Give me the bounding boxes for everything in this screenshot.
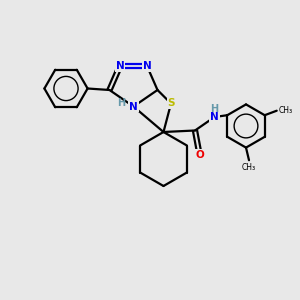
Text: O: O bbox=[195, 149, 204, 160]
Text: N: N bbox=[116, 61, 124, 71]
Text: H: H bbox=[117, 98, 125, 108]
Text: N: N bbox=[129, 101, 138, 112]
Text: N: N bbox=[142, 61, 152, 71]
Text: CH₃: CH₃ bbox=[242, 163, 256, 172]
Text: CH₃: CH₃ bbox=[278, 106, 292, 115]
Text: N: N bbox=[210, 112, 219, 122]
Text: H: H bbox=[210, 103, 219, 114]
Text: S: S bbox=[167, 98, 175, 109]
